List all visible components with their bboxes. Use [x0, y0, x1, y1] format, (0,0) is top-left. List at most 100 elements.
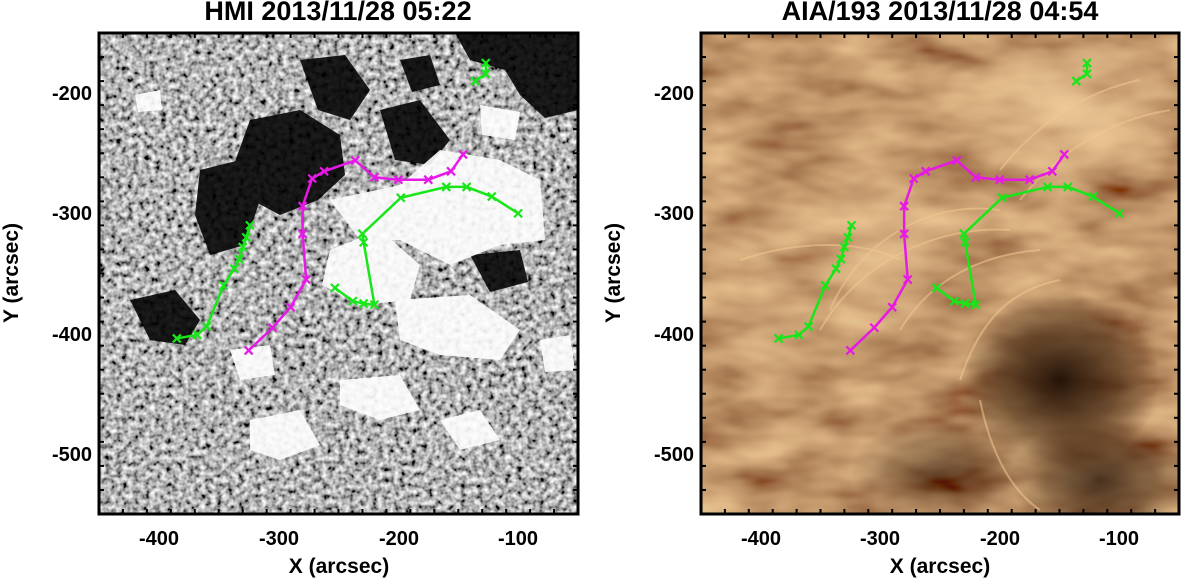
pil-line-marker	[899, 229, 909, 239]
green-line-top-marker	[1082, 58, 1092, 68]
aia-y-tick-label: -400	[654, 324, 694, 346]
green-line-middle-marker	[441, 182, 452, 192]
pil-line-marker	[301, 274, 311, 285]
hmi-x-axis-label: X (arcsec)	[289, 555, 389, 578]
green-line-left-marker	[803, 321, 814, 332]
green-line-middle-marker	[931, 283, 942, 293]
green-line-top-marker	[481, 69, 491, 79]
hmi-x-tick-label: -300	[259, 528, 299, 550]
pil-line-marker	[350, 155, 361, 166]
aia-193-image	[701, 33, 1179, 514]
green-line-middle-marker	[487, 191, 497, 202]
green-line-left-marker	[846, 220, 857, 231]
green-line-top-marker	[1082, 69, 1092, 79]
green-line-middle-marker	[330, 283, 340, 293]
green-line-left-marker	[245, 220, 255, 231]
green-line-left-marker	[820, 280, 831, 291]
green-line-middle-marker	[348, 296, 358, 306]
hmi-x-tick-label: -200	[379, 528, 419, 550]
hmi-x-tick-labels: -400 -300 -200 -100	[139, 528, 538, 550]
green-line-top-marker	[1071, 76, 1082, 86]
aia-x-tick-label: -400	[741, 528, 781, 550]
green-line-middle-marker	[357, 229, 368, 239]
hmi-y-tick-label: -200	[52, 83, 92, 105]
pil-line-marker	[1024, 174, 1035, 185]
aia-x-tick-label: -100	[1099, 528, 1139, 550]
green-line-left-marker	[794, 330, 804, 340]
hmi-x-tick-label: -100	[498, 528, 538, 550]
pil-line-marker	[267, 322, 278, 333]
aia-panel: AIA/193 2013/11/28 04:54 X (arcsec) Y (a…	[602, 0, 1181, 578]
pil-line-marker	[899, 201, 909, 211]
pil-line-marker	[307, 173, 317, 184]
green-line-middle-marker	[395, 192, 406, 203]
green-line-left-marker	[218, 280, 229, 291]
green-line-middle-marker	[1042, 182, 1053, 192]
aia-tick-marks	[700, 32, 1180, 515]
aia-overlay-lines	[773, 58, 1125, 356]
aia-title: AIA/193 2013/11/28 04:54	[782, 0, 1099, 26]
pil-line-marker	[393, 174, 404, 185]
green-line-left-marker	[229, 263, 240, 274]
pil-line-marker	[319, 166, 329, 177]
green-line-middle-marker	[1063, 182, 1073, 192]
pil-line-marker	[971, 172, 981, 183]
green-line-middle-marker	[461, 182, 472, 192]
green-line-left-marker	[843, 232, 853, 243]
green-line-left-marker	[831, 263, 841, 274]
hmi-title: HMI 2013/11/28 05:22	[204, 0, 471, 26]
green-line-left-marker	[836, 254, 846, 264]
green-line-middle-marker	[358, 237, 369, 248]
hmi-tick-marks	[98, 32, 579, 515]
aia-x-tick-label: -300	[860, 528, 900, 550]
pil-line-marker	[243, 345, 254, 356]
green-line-middle-marker	[513, 208, 523, 219]
hmi-y-tick-label: -300	[52, 203, 92, 225]
green-line-top-marker	[470, 76, 480, 86]
hmi-y-tick-labels: -200 -300 -400 -500	[52, 83, 92, 466]
green-line-middle-marker	[358, 298, 369, 309]
aia-y-tick-label: -500	[654, 444, 694, 466]
pil-line-marker	[423, 174, 434, 185]
green-line-left-marker	[172, 333, 182, 344]
pil-line-marker	[297, 229, 308, 239]
green-line-left-marker	[201, 321, 212, 332]
green-line-middle-marker	[949, 296, 960, 306]
pil-line-marker	[845, 345, 856, 356]
aia-y-tick-labels: -200 -300 -400 -500	[654, 83, 694, 466]
hmi-magnetogram-image	[99, 33, 578, 514]
pil-line-marker	[951, 155, 962, 166]
hmi-y-tick-label: -400	[52, 324, 92, 346]
pil-line	[247, 153, 465, 352]
green-line-top-marker	[481, 58, 491, 68]
pil-line-marker	[1059, 149, 1070, 160]
pil-line	[849, 153, 1066, 352]
green-line-middle-marker	[369, 299, 380, 310]
pil-line-marker	[908, 173, 919, 184]
hmi-y-tick-label: -500	[52, 444, 92, 466]
aia-y-tick-label: -200	[654, 83, 694, 105]
aia-x-tick-label: -200	[980, 528, 1020, 550]
pil-line-marker	[458, 149, 468, 160]
hmi-panel: HMI 2013/11/28 05:22 X (arcsec) Y (arcse…	[0, 0, 580, 578]
aia-x-axis-label: X (arcsec)	[890, 555, 990, 578]
green-line-middle-marker	[971, 299, 981, 310]
green-line-middle-marker	[1114, 208, 1125, 219]
pil-line-marker	[446, 166, 456, 177]
pil-line-marker	[887, 302, 897, 312]
pil-line-marker	[1047, 166, 1058, 177]
green-line-left-marker	[241, 232, 252, 243]
green-line-middle-marker	[960, 298, 970, 309]
pil-line-marker	[369, 172, 380, 183]
green-line-middle-marker	[959, 229, 969, 239]
green-line-left-marker	[839, 242, 850, 252]
pil-line-marker	[285, 302, 296, 312]
hmi-y-axis-label: Y (arcsec)	[0, 223, 23, 323]
green-line-middle-marker	[997, 192, 1007, 203]
green-line-left-marker	[234, 254, 244, 264]
green-line-left-marker	[237, 242, 248, 252]
hmi-overlay-lines	[172, 58, 523, 356]
green-line-left-marker	[773, 333, 784, 344]
hmi-x-tick-label: -400	[139, 528, 179, 550]
green-line-middle-marker	[960, 237, 970, 248]
